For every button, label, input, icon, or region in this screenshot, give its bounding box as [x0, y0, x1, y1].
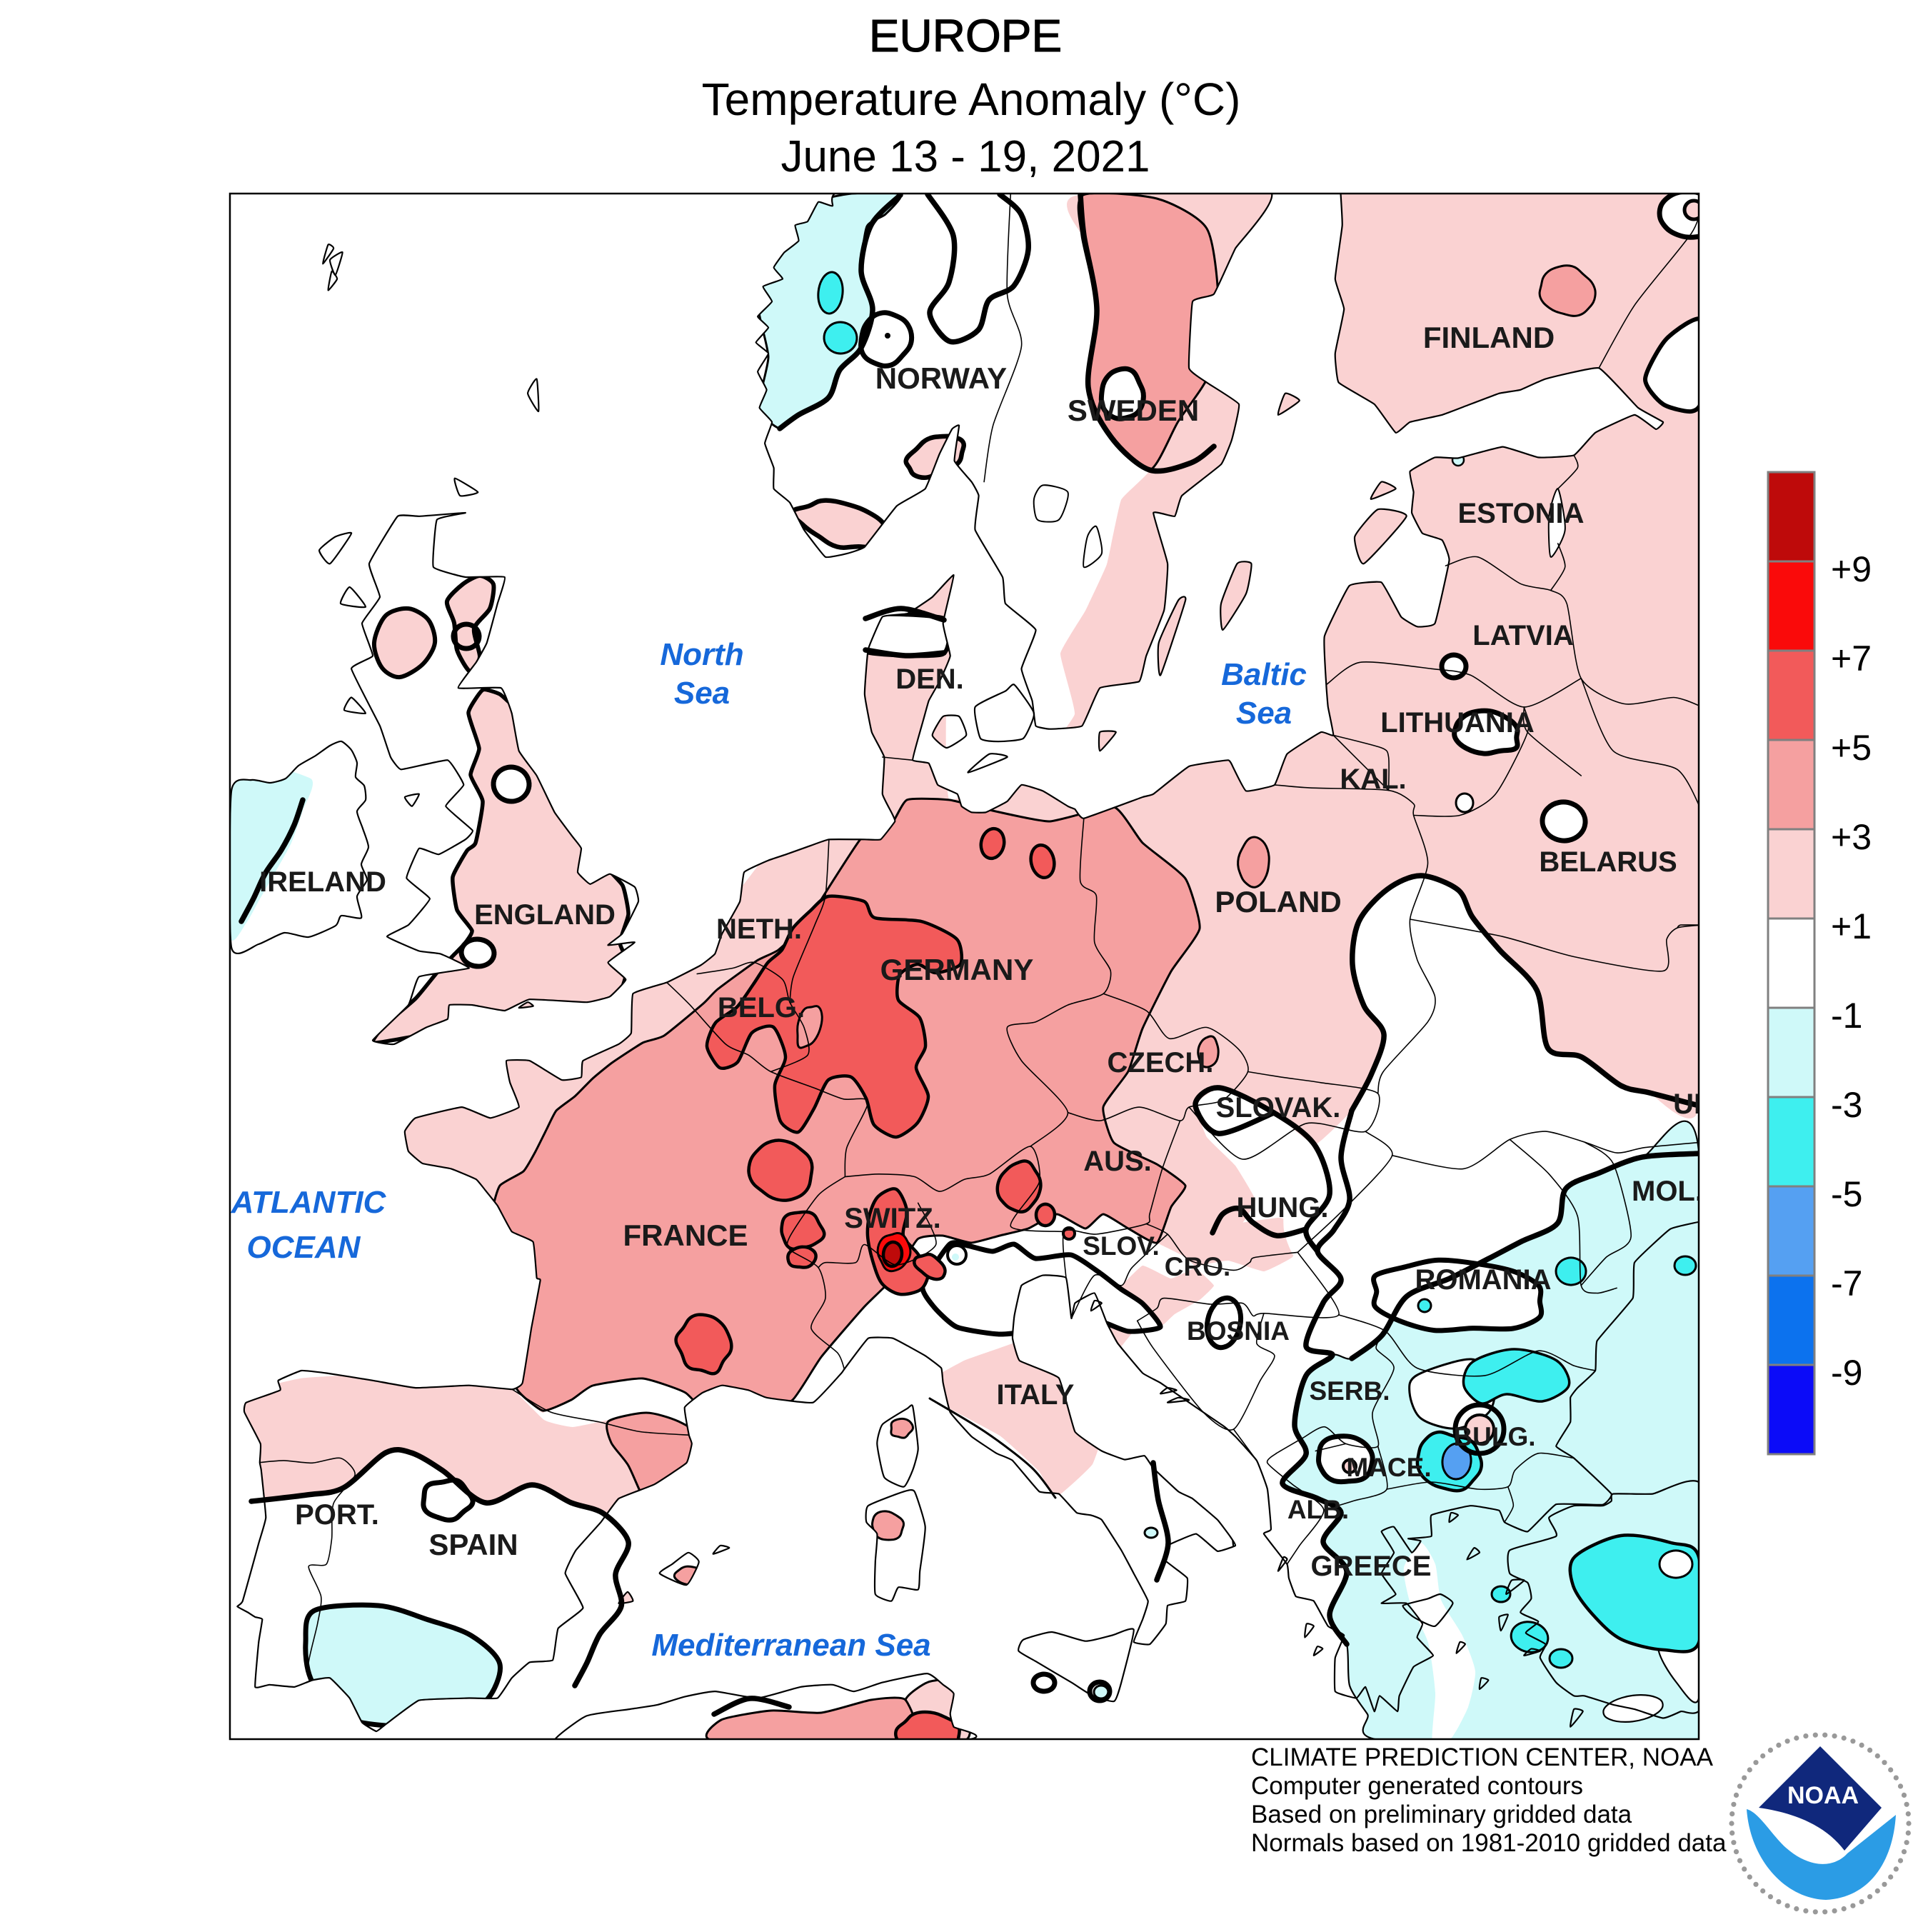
svg-text:+7: +7	[1831, 639, 1872, 679]
svg-text:+9: +9	[1831, 549, 1872, 589]
svg-text:POLAND: POLAND	[1215, 885, 1341, 919]
svg-text:NORWAY: NORWAY	[875, 361, 1007, 395]
svg-text:Computer generated contours: Computer generated contours	[1251, 1772, 1583, 1800]
svg-text:CZECH.: CZECH.	[1108, 1047, 1214, 1078]
svg-text:EUROPE: EUROPE	[869, 10, 1062, 61]
svg-text:NOAA: NOAA	[1787, 1782, 1859, 1809]
svg-text:BOSNIA: BOSNIA	[1187, 1316, 1290, 1346]
svg-text:SPAIN: SPAIN	[428, 1528, 518, 1561]
svg-text:SLOVAK.: SLOVAK.	[1216, 1092, 1341, 1123]
svg-text:+1: +1	[1831, 906, 1872, 946]
svg-text:-9: -9	[1831, 1353, 1862, 1393]
svg-text:BULG.: BULG.	[1453, 1422, 1535, 1451]
svg-text:FINLAND: FINLAND	[1423, 321, 1555, 354]
svg-text:GREECE: GREECE	[1311, 1551, 1432, 1582]
svg-text:BELARUS: BELARUS	[1539, 846, 1677, 878]
svg-text:CLIMATE PREDICTION CENTER, NOA: CLIMATE PREDICTION CENTER, NOAA	[1251, 1743, 1714, 1771]
svg-text:MACE.: MACE.	[1346, 1453, 1431, 1482]
svg-text:ATLANTIC: ATLANTIC	[231, 1185, 387, 1220]
svg-text:June 13 - 19, 2021: June 13 - 19, 2021	[780, 132, 1150, 181]
svg-text:ROMANIA: ROMANIA	[1415, 1264, 1551, 1296]
svg-text:OCEAN: OCEAN	[247, 1230, 361, 1265]
svg-text:Temperature Anomaly (°C): Temperature Anomaly (°C)	[702, 74, 1241, 125]
svg-text:ENGLAND: ENGLAND	[474, 899, 616, 931]
svg-text:NETH.: NETH.	[716, 914, 802, 945]
svg-text:-7: -7	[1831, 1263, 1862, 1303]
svg-text:AUS.: AUS.	[1083, 1146, 1152, 1177]
svg-text:-3: -3	[1831, 1085, 1862, 1125]
svg-text:DEN.: DEN.	[895, 664, 964, 695]
svg-text:Mediterranean Sea: Mediterranean Sea	[651, 1628, 930, 1663]
svg-text:MOL.: MOL.	[1632, 1176, 1703, 1207]
svg-text:ESTONIA: ESTONIA	[1457, 498, 1584, 529]
svg-text:Sea: Sea	[674, 676, 730, 711]
svg-text:LITHUANIA: LITHUANIA	[1380, 707, 1535, 739]
svg-text:LATVIA: LATVIA	[1472, 620, 1573, 651]
svg-text:ITALY: ITALY	[997, 1379, 1075, 1411]
svg-text:PORT.: PORT.	[295, 1499, 379, 1531]
svg-text:North: North	[660, 637, 743, 672]
svg-text:-5: -5	[1831, 1174, 1862, 1214]
svg-text:+3: +3	[1831, 817, 1872, 857]
svg-text:FRANCE: FRANCE	[623, 1218, 748, 1252]
svg-text:Sea: Sea	[1236, 696, 1292, 731]
svg-text:-1: -1	[1831, 996, 1862, 1036]
svg-text:ALB.: ALB.	[1287, 1495, 1349, 1524]
svg-text:SWITZ.: SWITZ.	[844, 1203, 941, 1234]
svg-text:Baltic: Baltic	[1221, 657, 1307, 692]
svg-text:HUNG.: HUNG.	[1237, 1192, 1329, 1223]
svg-text:+5: +5	[1831, 728, 1872, 768]
svg-text:SERB.: SERB.	[1309, 1376, 1390, 1406]
svg-text:Based on preliminary gridded d: Based on preliminary gridded data	[1251, 1801, 1632, 1828]
svg-text:CRO.: CRO.	[1165, 1252, 1231, 1281]
svg-text:GERMANY: GERMANY	[880, 953, 1034, 986]
svg-text:SWEDEN: SWEDEN	[1068, 394, 1199, 427]
svg-text:IRELAND: IRELAND	[259, 866, 386, 898]
svg-text:KAL.: KAL.	[1340, 764, 1406, 795]
svg-text:BELG.: BELG.	[718, 992, 805, 1023]
svg-text:UK: UK	[1673, 1088, 1714, 1120]
svg-text:Normals based on 1981-2010 gri: Normals based on 1981-2010 gridded data	[1251, 1829, 1727, 1857]
svg-text:SLOV.: SLOV.	[1083, 1231, 1160, 1261]
